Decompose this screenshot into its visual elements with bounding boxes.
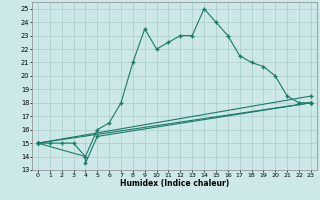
X-axis label: Humidex (Indice chaleur): Humidex (Indice chaleur) (120, 179, 229, 188)
